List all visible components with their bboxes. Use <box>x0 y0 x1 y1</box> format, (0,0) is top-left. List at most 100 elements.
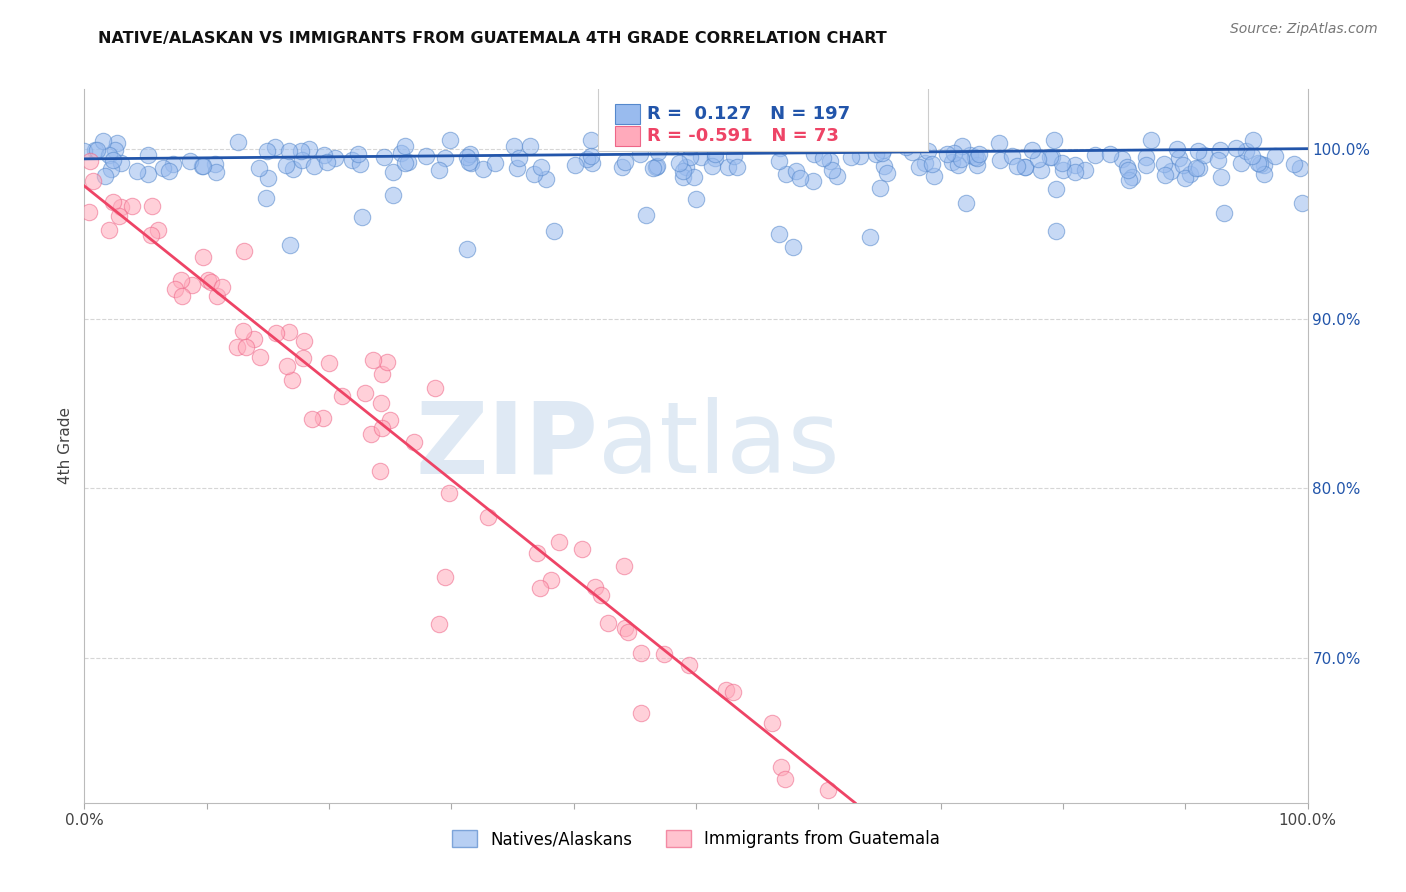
Point <box>534 172 557 186</box>
Point <box>700 159 723 173</box>
Point <box>373 150 395 164</box>
Point <box>811 151 834 165</box>
Text: R =  0.127   N = 197: R = 0.127 N = 197 <box>647 105 851 123</box>
Point <box>98 223 121 237</box>
Point <box>1116 160 1139 174</box>
Point <box>1243 133 1265 147</box>
FancyBboxPatch shape <box>598 70 928 152</box>
Point <box>966 158 988 172</box>
Point <box>204 157 226 171</box>
Point <box>1171 158 1194 172</box>
Point <box>821 163 844 178</box>
Point <box>1209 143 1232 157</box>
Point <box>548 534 571 549</box>
Point <box>685 192 707 206</box>
Point <box>276 158 298 172</box>
Point <box>506 161 529 176</box>
Point <box>1116 162 1139 177</box>
Point <box>139 228 162 243</box>
Point <box>298 142 321 156</box>
Point <box>579 149 602 163</box>
Point <box>1014 160 1036 174</box>
Point <box>318 356 340 370</box>
Point <box>1234 144 1257 158</box>
Point <box>1166 142 1188 156</box>
Point <box>278 238 301 252</box>
Point <box>1111 152 1133 166</box>
Point <box>630 706 652 720</box>
Point <box>613 559 636 574</box>
Point <box>103 143 125 157</box>
Point <box>571 541 593 556</box>
FancyBboxPatch shape <box>616 126 640 145</box>
Point <box>249 350 271 364</box>
Point <box>370 395 392 409</box>
Point <box>382 165 405 179</box>
Point <box>292 334 315 349</box>
Point <box>82 174 104 188</box>
Point <box>1021 143 1043 157</box>
Point <box>200 275 222 289</box>
Point <box>437 486 460 500</box>
Point <box>917 144 939 158</box>
Point <box>645 159 668 173</box>
Point <box>839 150 862 164</box>
Point <box>1135 150 1157 164</box>
Point <box>914 156 936 170</box>
Point <box>610 160 633 174</box>
Point <box>1188 161 1211 175</box>
Point <box>108 209 131 223</box>
Point <box>1174 171 1197 186</box>
Point <box>817 783 839 797</box>
Point <box>256 144 278 158</box>
Point <box>1118 173 1140 187</box>
Point <box>526 546 548 560</box>
Point <box>628 147 651 161</box>
Point <box>1289 161 1312 176</box>
Point <box>1052 162 1074 177</box>
Point <box>141 199 163 213</box>
Point <box>375 355 398 369</box>
Point <box>458 147 481 161</box>
Point <box>803 147 825 161</box>
Point <box>1153 157 1175 171</box>
Point <box>1185 161 1208 175</box>
Point <box>869 181 891 195</box>
Point <box>197 273 219 287</box>
Point <box>1074 163 1097 178</box>
Point <box>423 381 446 395</box>
Point <box>434 570 457 584</box>
Point <box>301 412 323 426</box>
Point <box>415 149 437 163</box>
Point <box>503 138 526 153</box>
Point <box>717 161 740 175</box>
Point <box>276 359 298 373</box>
Point <box>825 169 848 183</box>
Point <box>950 153 973 167</box>
Point <box>955 196 977 211</box>
FancyBboxPatch shape <box>616 104 640 124</box>
Point <box>350 210 373 224</box>
Point <box>770 760 793 774</box>
Point <box>361 353 384 368</box>
Point <box>98 148 121 162</box>
Point <box>966 151 988 165</box>
Point <box>679 150 702 164</box>
Point <box>121 199 143 213</box>
Point <box>349 157 371 171</box>
Point <box>204 164 226 178</box>
Point <box>368 464 391 478</box>
Point <box>1153 168 1175 182</box>
Point <box>901 145 924 159</box>
Point <box>257 170 280 185</box>
Point <box>330 389 353 403</box>
Point <box>583 580 606 594</box>
Text: NATIVE/ALASKAN VS IMMIGRANTS FROM GUATEMALA 4TH GRADE CORRELATION CHART: NATIVE/ALASKAN VS IMMIGRANTS FROM GUATEM… <box>98 31 887 46</box>
Point <box>439 133 461 147</box>
Point <box>519 138 541 153</box>
Point <box>523 167 546 181</box>
Point <box>1045 224 1067 238</box>
Point <box>1084 148 1107 162</box>
Text: atlas: atlas <box>598 398 839 494</box>
Point <box>1045 182 1067 196</box>
